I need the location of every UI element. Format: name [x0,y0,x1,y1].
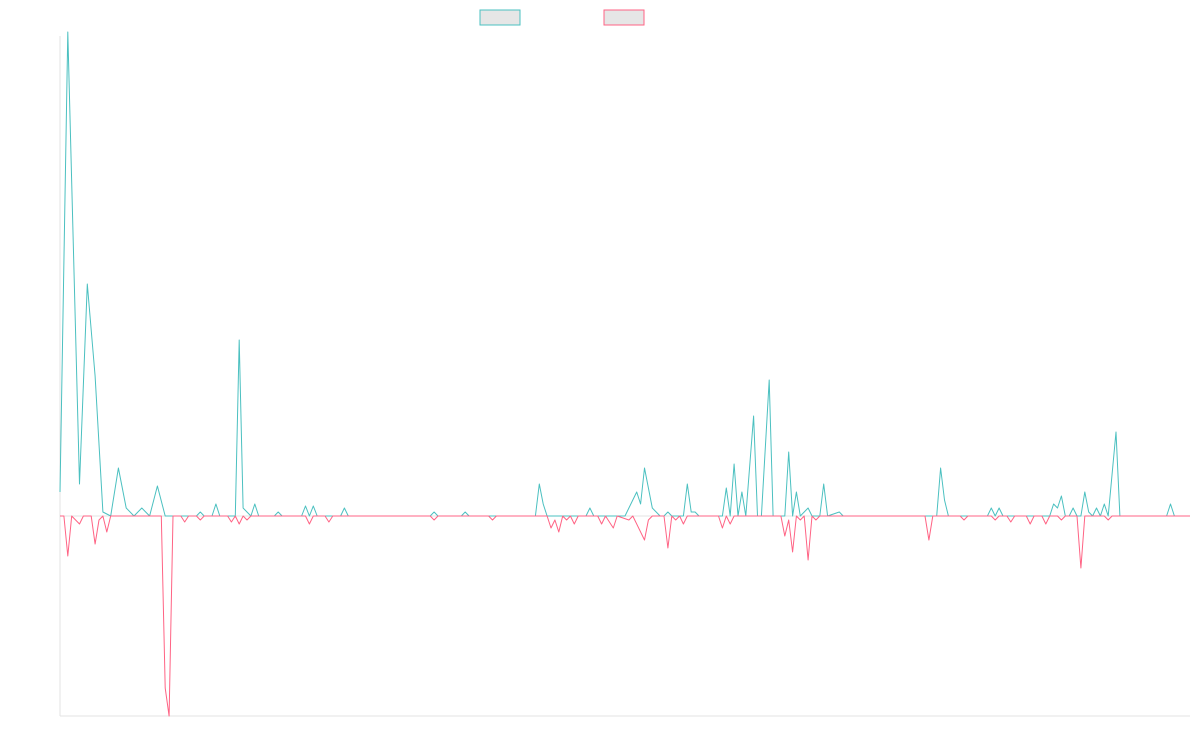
legend-swatch-series-2[interactable] [603,9,645,26]
series-line-2 [60,515,1190,717]
series-line-1 [59,31,1190,517]
series-layer [59,31,1190,717]
chart-legend [479,9,645,26]
legend-swatch-series-1[interactable] [479,9,521,26]
